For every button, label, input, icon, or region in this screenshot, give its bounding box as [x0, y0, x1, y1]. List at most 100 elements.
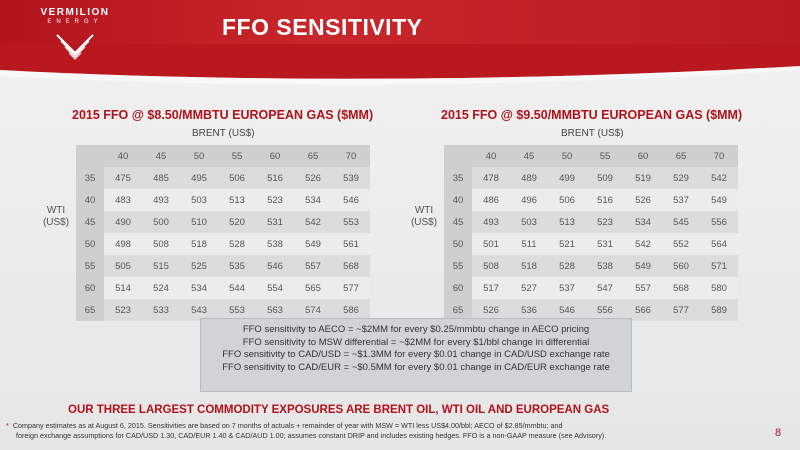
sensitivity-notes-box: FFO sensitivity to AECO = ~$2MM for ever…: [200, 318, 632, 392]
table-cell: 499: [548, 167, 586, 189]
row-group-line: (US$): [410, 217, 438, 228]
table-cell: 552: [662, 233, 700, 255]
table-cell: 553: [332, 211, 370, 233]
table-cell: 538: [256, 233, 294, 255]
wti-row-header: 60: [76, 277, 104, 299]
brent-column-header: 50: [180, 145, 218, 167]
table-cell: 544: [218, 277, 256, 299]
table-row: 50 501 511 521 531 542 552 564: [444, 233, 738, 255]
note-line: FFO sensitivity to AECO = ~$2MM for ever…: [242, 324, 590, 335]
table-cell: 520: [218, 211, 256, 233]
table-cell: 523: [256, 189, 294, 211]
wti-row-header: 40: [76, 189, 104, 211]
table-cell: 506: [548, 189, 586, 211]
table-cell: 534: [180, 277, 218, 299]
table-cell: 510: [180, 211, 218, 233]
table-row: 40 486 496 506 516 526 537 549: [444, 189, 738, 211]
table-cell: 475: [104, 167, 142, 189]
table-cell: 515: [142, 255, 180, 277]
note-line: FFO sensitivity to CAD/EUR = ~$0.5MM for…: [222, 361, 610, 373]
brent-column-header: 65: [662, 145, 700, 167]
table-cell: 518: [180, 233, 218, 255]
table-cell: 503: [180, 189, 218, 211]
wti-row-header: 35: [76, 167, 104, 189]
table-cell: 528: [218, 233, 256, 255]
table-cell: 549: [294, 233, 332, 255]
wti-row-header: 60: [444, 277, 472, 299]
table-cell: 506: [218, 167, 256, 189]
table-corner-cell: [76, 145, 104, 167]
footnote-line-2: foreign exchange assumptions for CAD/USD…: [16, 431, 607, 440]
page-number: 8: [775, 427, 782, 439]
table-cell: 577: [332, 277, 370, 299]
table-row: 60 517 527 537 547 557 568 580: [444, 277, 738, 299]
logo-wordmark: VERMILION: [40, 7, 110, 18]
table-row: 60 514 524 534 544 554 565 577: [76, 277, 370, 299]
table-cell: 536: [510, 299, 548, 321]
header-swoosh: [0, 44, 800, 85]
brent-column-header: 70: [700, 145, 738, 167]
table-cell: 526: [472, 299, 510, 321]
table-cell: 542: [624, 233, 662, 255]
table-1-title: 2015 FFO @ $8.50/MMBTU EUROPEAN GAS ($MM…: [72, 108, 374, 122]
wti-row-header: 55: [76, 255, 104, 277]
vermilion-logo: VERMILION ENERGY: [20, 7, 130, 77]
table-cell: 526: [624, 189, 662, 211]
table-cell: 542: [700, 167, 738, 189]
table-cell: 493: [472, 211, 510, 233]
brent-column-header: 45: [142, 145, 180, 167]
table-header-row: 40 45 50 55 60 65 70: [444, 145, 738, 167]
row-group-line: (US$): [42, 217, 70, 228]
footnote: * Company estimates as at August 6, 2015…: [6, 421, 746, 441]
table-cell: 565: [294, 277, 332, 299]
table-cell: 571: [700, 255, 738, 277]
table-cell: 524: [142, 277, 180, 299]
table-row: 35 478 489 499 509 519 529 542: [444, 167, 738, 189]
table-cell: 527: [510, 277, 548, 299]
table-cell: 501: [472, 233, 510, 255]
brent-column-header: 55: [218, 145, 256, 167]
table-cell: 509: [586, 167, 624, 189]
table-cell: 557: [294, 255, 332, 277]
table-cell: 549: [624, 255, 662, 277]
wti-row-header: 55: [444, 255, 472, 277]
brent-column-header: 55: [586, 145, 624, 167]
table-cell: 513: [218, 189, 256, 211]
table-cell: 561: [332, 233, 370, 255]
table-cell: 564: [700, 233, 738, 255]
page-title: FFO SENSITIVITY: [222, 14, 423, 40]
brent-column-header: 45: [510, 145, 548, 167]
brent-column-header: 40: [472, 145, 510, 167]
table-cell: 511: [510, 233, 548, 255]
table-cell: 546: [548, 299, 586, 321]
row-group-line: WTI: [46, 205, 66, 216]
table-cell: 485: [142, 167, 180, 189]
brent-column-header: 60: [624, 145, 662, 167]
table-corner-cell: [444, 145, 472, 167]
table-cell: 533: [142, 299, 180, 321]
table-row: 55 505 515 525 535 546 557 568: [76, 255, 370, 277]
table-cell: 519: [624, 167, 662, 189]
table-row: 45 493 503 513 523 534 545 556: [444, 211, 738, 233]
table-row: 40 483 493 503 513 523 534 546: [76, 189, 370, 211]
table-cell: 531: [586, 233, 624, 255]
table-cell: 542: [294, 211, 332, 233]
table-cell: 486: [472, 189, 510, 211]
table-cell: 586: [332, 299, 370, 321]
note-line: FFO sensitivity to MSW differential = ~$…: [242, 336, 590, 348]
table-cell: 498: [104, 233, 142, 255]
brent-column-header: 60: [256, 145, 294, 167]
table-cell: 538: [586, 255, 624, 277]
wti-row-header: 50: [444, 233, 472, 255]
table-cell: 577: [662, 299, 700, 321]
footnote-marker: *: [6, 421, 9, 430]
wti-row-header: 45: [444, 211, 472, 233]
table-cell: 580: [700, 277, 738, 299]
wti-row-header: 50: [76, 233, 104, 255]
table-cell: 556: [700, 211, 738, 233]
table-cell: 525: [180, 255, 218, 277]
table-cell: 490: [104, 211, 142, 233]
table-cell: 496: [510, 189, 548, 211]
table-cell: 556: [586, 299, 624, 321]
table-row: 50 498 508 518 528 538 549 561: [76, 233, 370, 255]
